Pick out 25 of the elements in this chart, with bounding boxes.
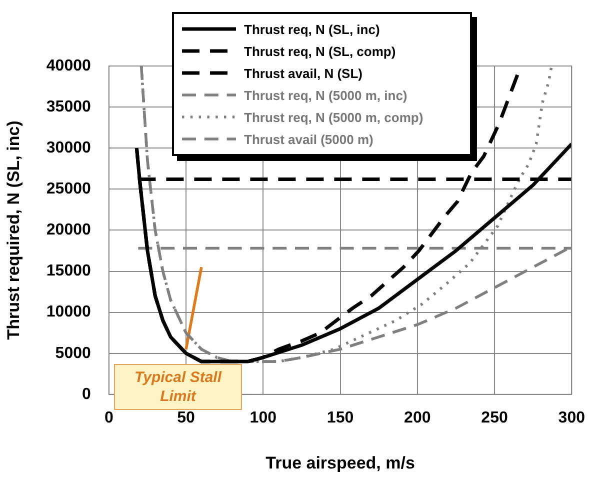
- y-tick-label: 40000: [46, 57, 91, 74]
- y-tick-label: 10000: [46, 304, 91, 321]
- x-tick-label: 50: [177, 409, 196, 426]
- x-tick-label: 250: [481, 409, 508, 426]
- legend-label: Thrust avail (5000 m): [244, 132, 374, 146]
- x-tick-label: 150: [326, 409, 354, 426]
- x-axis-title: True airspeed, m/s: [266, 453, 415, 472]
- y-tick-label: 35000: [46, 98, 91, 116]
- legend-label: Thrust req, N (SL, inc): [244, 22, 380, 36]
- legend-label: Thrust req, N (5000 m, comp): [244, 110, 424, 124]
- y-tick-label: 0: [82, 386, 91, 403]
- y-tick-label: 30000: [46, 140, 91, 157]
- y-tick-label: 20000: [46, 222, 91, 239]
- x-tick-label: 300: [558, 409, 586, 426]
- legend-label: Thrust avail, N (SL): [244, 66, 362, 80]
- y-tick-label: 5000: [55, 344, 91, 362]
- x-tick-label: 0: [104, 409, 114, 426]
- x-tick-label: 200: [404, 409, 431, 426]
- y-tick-label: 15000: [46, 262, 91, 280]
- x-tick-label: 100: [250, 409, 277, 426]
- legend-label: Thrust req, N (5000 m, inc): [244, 88, 408, 102]
- y-tick-label: 25000: [46, 180, 91, 198]
- annotation: Typical Stall Limit: [114, 364, 242, 410]
- legend-label: Thrust req, N (SL, comp): [244, 44, 396, 58]
- y-axis-title: Thrust required, N (SL, inc): [4, 120, 23, 340]
